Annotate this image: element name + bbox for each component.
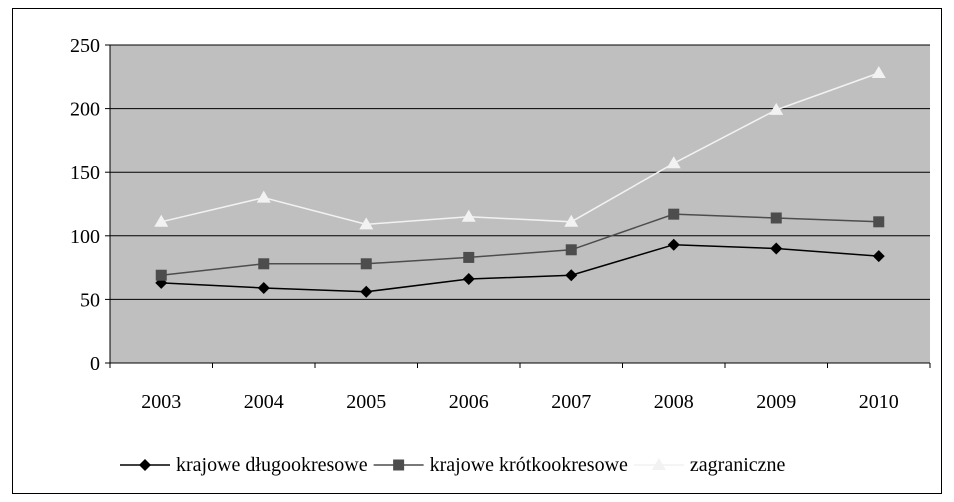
x-tick-label: 2005 <box>346 391 386 413</box>
data-point <box>154 214 169 227</box>
gridlines <box>110 44 930 300</box>
x-tick-label: 2004 <box>244 391 284 413</box>
x-tick-label: 2008 <box>654 391 694 413</box>
x-tick-label: 2003 <box>141 391 181 413</box>
legend-item-3: zagraniczne <box>633 454 786 476</box>
data-point <box>256 190 271 203</box>
legend-item-2: krajowe krótkookresowe <box>373 454 628 476</box>
y-tick-label: 0 <box>90 353 100 375</box>
y-tick-label: 50 <box>80 289 100 311</box>
legend-marker <box>393 459 405 471</box>
data-point <box>666 156 681 169</box>
data-point <box>871 65 886 78</box>
y-axis-ticks: 0 50 100 150 200 250 <box>70 35 110 375</box>
legend-label: zagraniczne <box>690 454 786 476</box>
data-point <box>359 217 374 230</box>
data-point <box>258 258 270 270</box>
data-point <box>770 242 783 255</box>
x-tick-label: 2006 <box>449 391 489 413</box>
data-point <box>564 214 579 227</box>
data-point <box>462 273 475 286</box>
legend: krajowe długookresowe krajowe krótkookres… <box>120 454 786 476</box>
y-tick-label: 100 <box>70 226 100 248</box>
legend-marker <box>139 459 151 471</box>
series-line <box>161 72 880 226</box>
x-axis-ticks: 2003 2004 2005 2006 2007 2008 2009 2010 <box>109 363 931 413</box>
legend-marker <box>651 458 666 470</box>
data-point <box>873 216 885 228</box>
data-point <box>565 269 578 282</box>
data-point <box>872 250 885 263</box>
series-line <box>161 243 879 293</box>
y-tick-label: 150 <box>70 162 100 184</box>
data-point <box>565 244 577 256</box>
y-tick-label: 200 <box>70 99 100 121</box>
data-point <box>360 258 372 270</box>
series-3 <box>154 65 886 230</box>
series-line <box>161 213 879 276</box>
series-layer <box>154 65 886 298</box>
legend-label: krajowe długookresowe <box>176 454 368 476</box>
plot-area <box>110 45 930 363</box>
data-point <box>769 102 784 115</box>
data-point <box>463 251 475 263</box>
data-point <box>155 269 167 281</box>
data-point <box>461 209 476 222</box>
x-tick-label: 2010 <box>859 391 899 413</box>
y-tick-label: 250 <box>70 35 100 57</box>
data-point <box>770 212 782 224</box>
data-point <box>360 285 373 298</box>
series-2 <box>155 208 885 281</box>
legend-item-1: krajowe długookresowe <box>120 454 368 476</box>
data-point <box>667 238 680 251</box>
data-point <box>668 208 680 220</box>
x-tick-label: 2009 <box>756 391 796 413</box>
legend-label: krajowe krótkookresowe <box>430 454 628 476</box>
data-point <box>257 281 270 294</box>
series-1 <box>155 238 885 298</box>
x-tick-label: 2007 <box>551 391 591 413</box>
